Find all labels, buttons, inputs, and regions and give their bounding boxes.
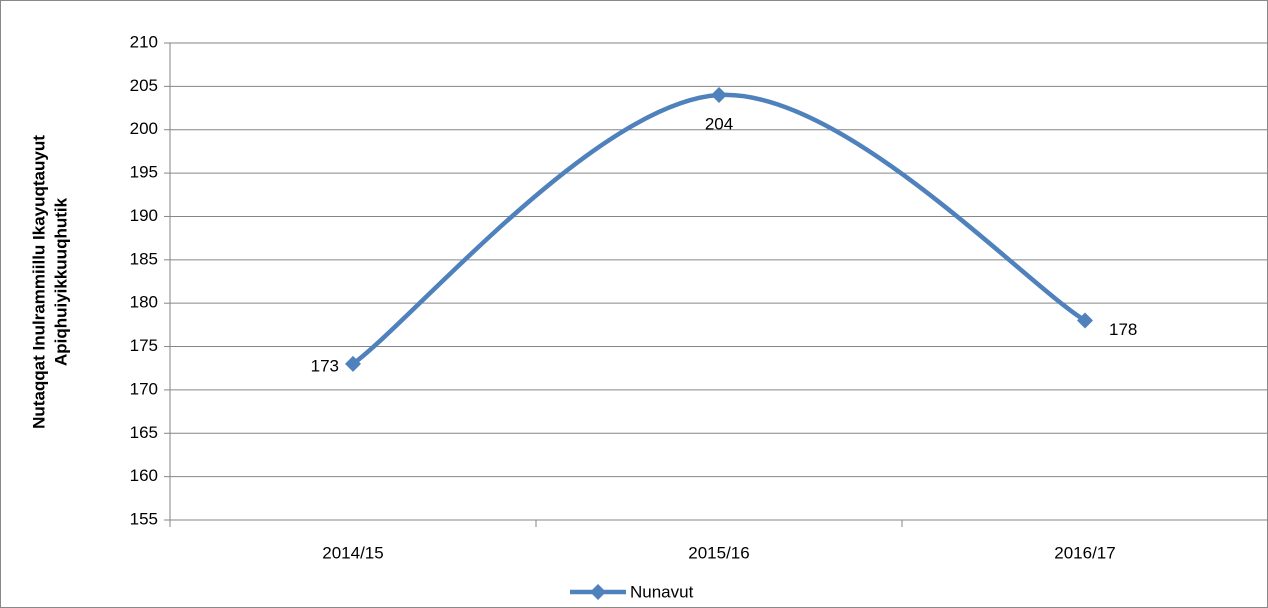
- legend-marker: [590, 584, 606, 600]
- y-tick-label: 170: [130, 379, 158, 398]
- legend: Nunavut: [570, 582, 694, 601]
- y-axis-title-line: Nutaqqat Inulrammiillu Ikayuqtauyut: [29, 135, 48, 429]
- y-tick-label: 175: [130, 336, 158, 355]
- legend-label: Nunavut: [630, 582, 694, 601]
- marker: [711, 87, 727, 104]
- y-tick-label: 210: [130, 32, 158, 51]
- y-tick-label: 185: [130, 249, 158, 268]
- y-tick-label: 165: [130, 423, 158, 442]
- data-label: 204: [705, 115, 733, 134]
- y-tick-label: 190: [130, 206, 158, 225]
- data-label: 178: [1109, 320, 1137, 339]
- y-tick-label: 200: [130, 119, 158, 138]
- y-axis-title: Nutaqqat Inulrammiillu Ikayuqtauyut Apiq…: [29, 135, 70, 429]
- y-tick-label: 160: [130, 466, 158, 485]
- data-label: 173: [311, 356, 339, 375]
- y-tick-label: 205: [130, 76, 158, 95]
- x-tick-label: 2016/17: [1054, 543, 1115, 562]
- x-tick-label: 2014/15: [322, 543, 383, 562]
- marker: [345, 355, 361, 372]
- y-axis-title-line: Apiqhuiyikkuuqhutik: [51, 197, 70, 366]
- y-tick-label: 180: [130, 293, 158, 312]
- marker: [1077, 312, 1093, 329]
- x-tick-label: 2015/16: [688, 543, 749, 562]
- y-tick-label: 195: [130, 163, 158, 182]
- y-tick-label: 155: [130, 509, 158, 528]
